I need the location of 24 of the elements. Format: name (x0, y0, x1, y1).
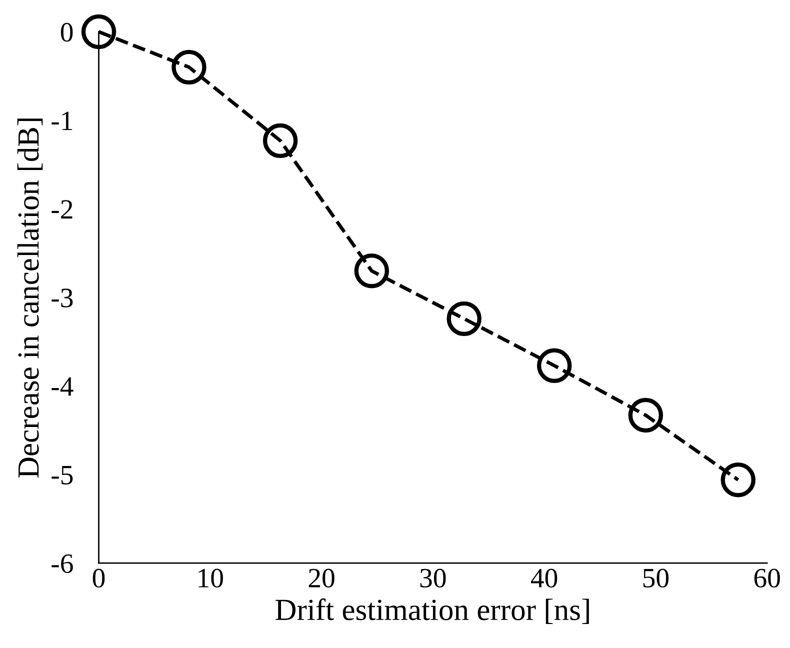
y-tick-label: -3 (52, 288, 73, 308)
point (446, 301, 482, 336)
x-tick-label: 30 (420, 568, 446, 588)
point (81, 14, 116, 50)
y-tick-label: -4 (52, 377, 74, 396)
x-tick-label: 0 (92, 568, 105, 588)
x-tick-label: 60 (754, 568, 780, 588)
x-tick-label: 40 (530, 568, 558, 588)
x-tick-label: 10 (198, 568, 223, 588)
x-tick-label: 50 (643, 568, 669, 588)
point (536, 348, 572, 383)
point (262, 123, 298, 158)
point (720, 462, 756, 498)
x-axis-title: Drift estimation error [ns] (276, 598, 589, 624)
point (354, 254, 390, 288)
y-tick-label: -5 (52, 466, 73, 484)
point (628, 398, 664, 433)
y-tick-label: -2 (52, 200, 72, 219)
x-tick-label: 20 (308, 568, 334, 588)
y-tick-label: -6 (52, 554, 73, 574)
y-tick-label: 0 (60, 22, 73, 42)
y-axis-title: Decrease in cancellation [dB] (17, 118, 43, 478)
y-tick-label: -1 (52, 112, 72, 130)
point (172, 50, 206, 85)
